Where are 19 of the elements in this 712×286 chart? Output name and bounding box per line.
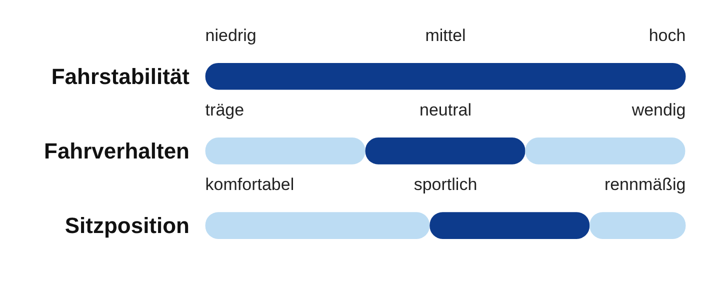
bar bbox=[590, 212, 686, 239]
bar bbox=[430, 212, 590, 239]
y-tick-label: Fahrverhalten bbox=[44, 138, 190, 164]
y-tick-label: Fahrstabilität bbox=[51, 64, 190, 89]
annotation: hoch bbox=[648, 26, 686, 46]
annotation: sportlich bbox=[414, 175, 478, 194]
bar bbox=[205, 138, 366, 164]
annotation: neutral bbox=[420, 100, 472, 120]
y-tick-label: Sitzposition bbox=[64, 213, 190, 238]
annotation: niedrig bbox=[205, 26, 256, 46]
annotation: mittel bbox=[425, 26, 466, 46]
annotation: rennmäßig bbox=[604, 175, 686, 194]
annotation: komfortabel bbox=[205, 175, 294, 194]
annotation: träge bbox=[205, 100, 244, 120]
bar bbox=[205, 62, 686, 90]
annotation: wendig bbox=[630, 100, 686, 120]
bar bbox=[205, 212, 430, 239]
bar bbox=[365, 138, 526, 164]
bar bbox=[525, 138, 686, 164]
